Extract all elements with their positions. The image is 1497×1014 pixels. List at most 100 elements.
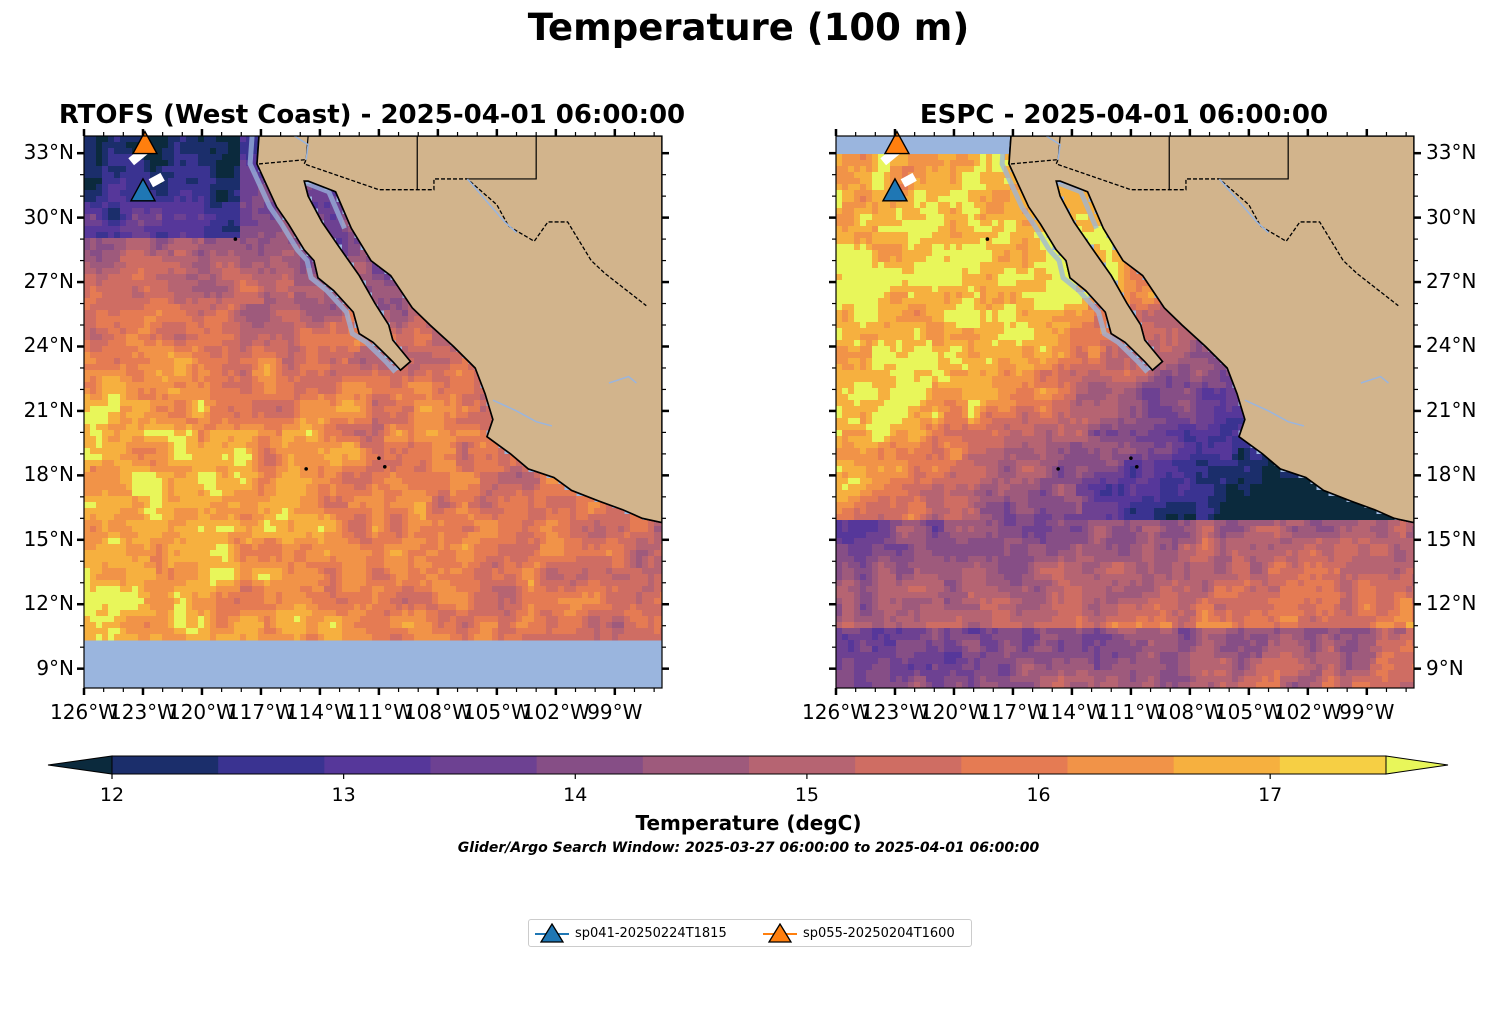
colorbar-bin — [961, 756, 1068, 774]
colorbar-label: Temperature (degC) — [635, 811, 862, 835]
river — [1045, 136, 1061, 160]
island — [1134, 464, 1139, 469]
state-line — [465, 136, 537, 180]
colorbar-tick-label: 15 — [794, 784, 819, 806]
colorbar-tick-label: 13 — [331, 784, 356, 806]
espc-lat-label: 30°N — [1426, 204, 1477, 229]
island — [304, 467, 308, 471]
river — [293, 136, 309, 160]
espc-map — [829, 129, 1421, 695]
espc-panel-title: ESPC - 2025-04-01 06:00:00 — [919, 100, 1329, 130]
colorbar-tick-label: 12 — [99, 784, 125, 806]
colorbar-bin — [218, 756, 325, 774]
search-window-note: Glider/Argo Search Window: 2025-03-27 06… — [457, 840, 1040, 856]
rtofs-lon-label: 120°W — [167, 700, 236, 724]
land-overlay — [256, 136, 662, 524]
rtofs-panel-title: RTOFS (West Coast) - 2025-04-01 06:00:00 — [58, 100, 686, 130]
colorbar — [47, 755, 1449, 779]
figure-title: Temperature (100 m) — [527, 6, 970, 49]
state-line — [1217, 136, 1289, 180]
espc-lat-label: 12°N — [1426, 591, 1477, 616]
glider-track — [148, 172, 165, 188]
rtofs-map — [77, 129, 669, 695]
colorbar-bin — [1173, 756, 1281, 774]
island — [377, 456, 381, 460]
legend-label-sp055: sp055-20250204T1600 — [803, 925, 955, 941]
espc-lon-label: 120°W — [919, 700, 988, 724]
rtofs-lon-label: 114°W — [285, 700, 354, 724]
rtofs-lon-label: 102°W — [521, 700, 590, 724]
rtofs-lat-label: 15°N — [23, 526, 74, 551]
rtofs-lat-label: 33°N — [23, 140, 74, 165]
legend-label-sp041: sp041-20250224T1815 — [575, 925, 727, 941]
glider-marker-sp041 — [129, 177, 157, 202]
colorbar-bin — [1279, 756, 1387, 774]
colorbar-bin — [1067, 756, 1175, 774]
espc-lat-label: 24°N — [1426, 333, 1477, 358]
rtofs-lat-label: 18°N — [23, 462, 74, 487]
espc-lat-label: 27°N — [1426, 269, 1477, 294]
rtofs-lat-label: 24°N — [23, 333, 74, 358]
rtofs-lat-label: 21°N — [23, 397, 74, 422]
espc-lat-label: 18°N — [1426, 462, 1477, 487]
espc-lon-label: 117°W — [978, 700, 1047, 724]
espc-lon-label: 105°W — [1214, 700, 1283, 724]
legend-item-sp055: sp055-20250204T1600 — [763, 923, 955, 943]
rtofs-lon-label: 126°W — [50, 700, 118, 724]
island — [382, 464, 387, 469]
rtofs-lat-label: 12°N — [23, 591, 74, 616]
river — [466, 178, 518, 234]
river — [492, 399, 553, 427]
temperature-field — [84, 136, 662, 641]
colorbar-extend-low — [47, 755, 113, 775]
colorbar-tick-label: 16 — [1026, 784, 1051, 806]
espc-lat-label: 15°N — [1426, 526, 1477, 551]
island — [1129, 456, 1133, 460]
rtofs-lon-label: 111°W — [344, 700, 413, 724]
colorbar-extend-high — [1385, 755, 1449, 775]
colorbar-bin — [430, 756, 538, 774]
island — [985, 237, 990, 241]
espc-lon-label: 111°W — [1096, 700, 1165, 724]
orange-triangle-marker-icon — [763, 923, 797, 943]
espc-lat-label: 33°N — [1426, 140, 1477, 165]
espc-lon-label: 114°W — [1037, 700, 1106, 724]
river — [1244, 399, 1305, 427]
legend: sp041-20250224T1815 sp055-20250204T1600 — [528, 919, 972, 947]
international-border — [1010, 158, 1399, 307]
river — [1218, 178, 1270, 234]
colorbar-tick-label: 14 — [563, 784, 588, 806]
island — [1056, 467, 1060, 471]
rtofs-lon-label: 99°W — [587, 700, 643, 724]
colorbar-bin — [536, 756, 644, 774]
rtofs-lon-label: 117°W — [226, 700, 295, 724]
temperature-field — [836, 154, 1414, 688]
river — [608, 375, 637, 384]
rtofs-lat-label: 30°N — [23, 204, 74, 229]
glider-marker-sp055 — [883, 130, 911, 155]
colorbar-bin — [749, 756, 856, 774]
colorbar-tick-label: 17 — [1258, 784, 1283, 806]
rtofs-lat-label: 9°N — [36, 655, 74, 680]
river — [1360, 375, 1389, 384]
espc-lon-label: 123°W — [860, 700, 929, 724]
espc-lon-label: 108°W — [1155, 700, 1224, 724]
legend-item-sp041: sp041-20250224T1815 — [535, 923, 727, 943]
colorbar-frame — [111, 755, 1387, 775]
colorbar-bin — [324, 756, 431, 774]
espc-lon-label: 99°W — [1339, 700, 1395, 724]
glider-marker-sp055 — [131, 130, 159, 155]
international-border — [258, 158, 647, 307]
island — [233, 237, 238, 241]
glider-track — [900, 172, 917, 188]
glider-marker-sp041 — [881, 177, 909, 202]
blue-triangle-marker-icon — [535, 923, 569, 943]
land-overlay — [1008, 136, 1414, 524]
espc-lon-label: 102°W — [1273, 700, 1342, 724]
rtofs-lon-label: 105°W — [462, 700, 531, 724]
rtofs-lat-label: 27°N — [23, 269, 74, 294]
espc-lat-label: 21°N — [1426, 397, 1477, 422]
rtofs-lon-label: 108°W — [403, 700, 472, 724]
colorbar-bin — [642, 756, 750, 774]
colorbar-bin — [855, 756, 962, 774]
